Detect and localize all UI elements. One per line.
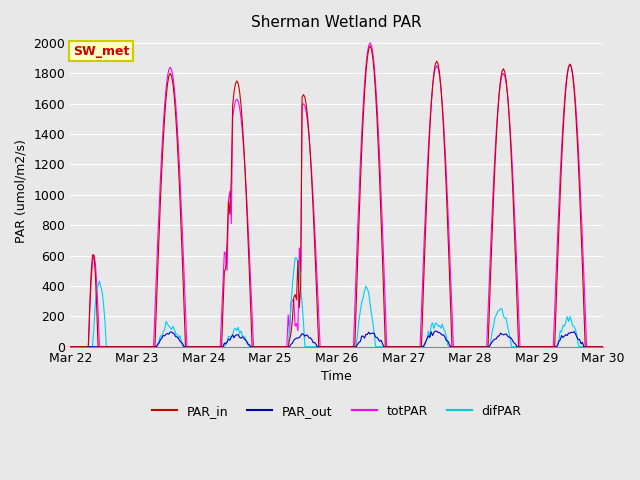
X-axis label: Time: Time — [321, 370, 352, 383]
Title: Sherman Wetland PAR: Sherman Wetland PAR — [252, 15, 422, 30]
Text: SW_met: SW_met — [73, 45, 129, 58]
Legend: PAR_in, PAR_out, totPAR, difPAR: PAR_in, PAR_out, totPAR, difPAR — [147, 400, 527, 423]
Y-axis label: PAR (umol/m2/s): PAR (umol/m2/s) — [15, 139, 28, 243]
